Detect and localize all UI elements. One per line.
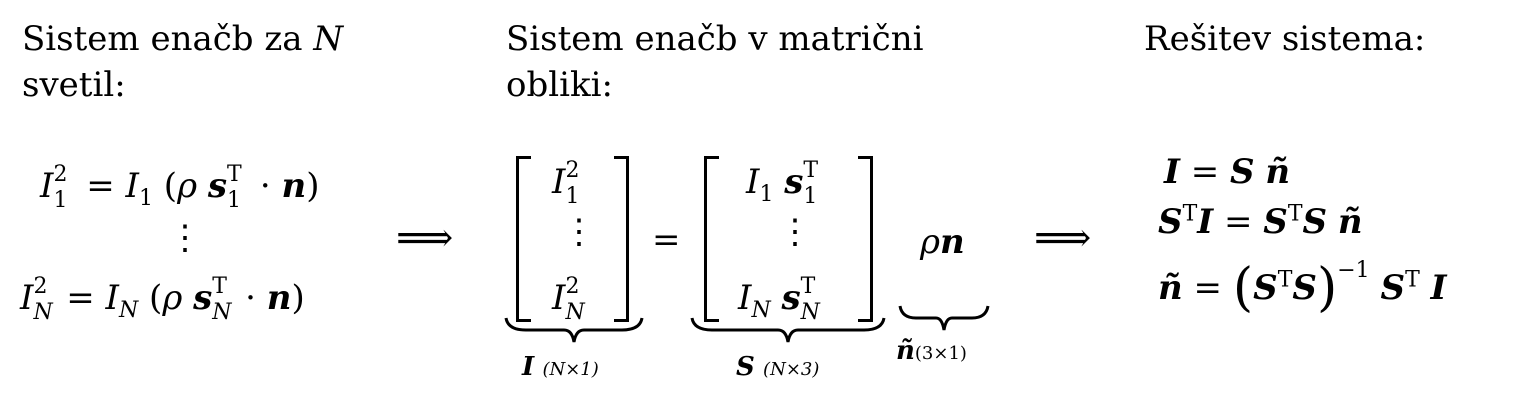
vector-I-left-bracket bbox=[516, 156, 531, 322]
matrix-S-vdots: ⋮ bbox=[778, 212, 812, 252]
vector-I-right-bracket bbox=[614, 156, 629, 322]
heading-column-3-line-1: Rešitev sistema: bbox=[1144, 19, 1426, 59]
matrix-S-right-bracket bbox=[858, 156, 873, 322]
heading-column-1-line-1: Sistem enačb za N bbox=[22, 19, 344, 59]
implies-arrow-1: ⟹ bbox=[396, 215, 454, 261]
solution-line-1: I = S ñ bbox=[1164, 152, 1291, 192]
vdots-column-1: ⋮ bbox=[168, 218, 202, 258]
heading-column-3: Rešitev sistema: bbox=[1144, 16, 1425, 62]
underbrace-S bbox=[690, 317, 886, 343]
solution-line-3: ñ = (STS)−1 ST I bbox=[1158, 258, 1447, 318]
matrix-equals-sign: = bbox=[652, 220, 681, 260]
implies-arrow-2: ⟹ bbox=[1034, 215, 1092, 261]
heading-column-2-line-2: obliki: bbox=[506, 65, 613, 105]
solution-line-2: STI = STS ñ bbox=[1158, 201, 1363, 242]
label-n-dimension: ñ(3×1) bbox=[896, 336, 967, 366]
heading-column-1-line-2: svetil: bbox=[22, 65, 126, 105]
vector-I-vdots: ⋮ bbox=[562, 212, 596, 252]
heading-column-2-line-1: Sistem enačb v matrični bbox=[506, 19, 924, 59]
rho-n-vector: ρn bbox=[920, 222, 965, 262]
matrix-S-left-bracket bbox=[704, 156, 719, 322]
heading-column-2: Sistem enačb v matrični obliki: bbox=[506, 16, 923, 108]
heading-column-1: Sistem enačb za N svetil: bbox=[22, 16, 343, 108]
underbrace-I bbox=[504, 317, 644, 343]
label-I-dimension: I (N×1) bbox=[522, 352, 599, 382]
underbrace-n bbox=[898, 305, 990, 331]
label-S-dimension: S (N×3) bbox=[736, 352, 820, 382]
